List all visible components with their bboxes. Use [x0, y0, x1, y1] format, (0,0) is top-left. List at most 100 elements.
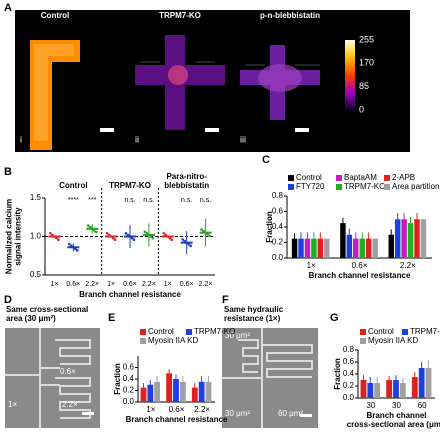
- y-tick-label: 0.6: [123, 363, 135, 372]
- legend-label: Myosin IIA KD: [368, 336, 418, 345]
- image-title: Same hydraulic: [224, 305, 284, 314]
- x-tick-label: 60: [418, 401, 427, 410]
- x-tick-label: 2.2×: [199, 281, 213, 288]
- image-title: TRPM7-KO: [159, 11, 201, 20]
- point: [143, 230, 147, 234]
- image-label: 1×: [8, 400, 17, 409]
- x-tick-label: 1×: [146, 405, 155, 414]
- x-tick-label: 0.6×: [180, 281, 194, 288]
- point: [151, 236, 155, 240]
- bar: [179, 381, 186, 402]
- bar: [407, 223, 414, 258]
- legend-label: TRPM7-KO: [194, 327, 235, 336]
- panel-label: D: [4, 294, 12, 306]
- colorbar: [345, 40, 355, 110]
- scale-bars: [100, 128, 309, 132]
- y-axis-label: Normalized calcium: [5, 199, 14, 274]
- bar: [401, 219, 407, 258]
- scale-bar: [82, 412, 94, 415]
- point: [162, 232, 166, 235]
- cell-blebb-body: [258, 64, 302, 92]
- legend-swatch: [288, 184, 294, 190]
- bar: [367, 383, 374, 398]
- point: [57, 238, 60, 241]
- point: [68, 242, 71, 246]
- bar: [360, 380, 367, 398]
- image-label: 30 μm²: [225, 409, 250, 418]
- group-label: blebbistatin: [164, 181, 209, 190]
- bar: [359, 238, 365, 258]
- x-tick-label: 1×: [164, 281, 172, 288]
- point: [189, 244, 192, 248]
- y-tick-label: 0.0: [343, 393, 355, 402]
- panel-label: F: [222, 294, 229, 306]
- y-tick-label: 0.2: [343, 381, 355, 390]
- colorbar-label: 255: [359, 34, 374, 44]
- legend-swatch: [336, 175, 342, 181]
- legend-swatch: [402, 329, 408, 335]
- image-title: p-n-blebbistatin: [260, 11, 320, 20]
- y-tick-label: 0.4: [123, 374, 135, 383]
- bar: [394, 219, 401, 258]
- x-tick-label: 0.6×: [169, 405, 185, 414]
- colorbar-label: 85: [359, 81, 369, 91]
- bar: [365, 238, 372, 258]
- x-tick-label: 0.6×: [352, 261, 368, 270]
- annotation: n.s.: [200, 197, 211, 204]
- bar: [374, 383, 381, 398]
- group-label: TRPM7-KO: [109, 181, 151, 190]
- channels: [5, 328, 91, 428]
- x-axis-label: Branch channel resistance: [309, 271, 411, 280]
- legend-swatch: [140, 329, 146, 335]
- y-tick-label: 0.8: [343, 345, 355, 354]
- x-tick-label: 2.2×: [400, 261, 416, 270]
- x-tick-label: 1×: [50, 281, 58, 288]
- y-tick-label: 0.4: [343, 369, 355, 378]
- y-axis-label: Fraction: [265, 211, 274, 243]
- y-tick-label: 0.6: [272, 207, 284, 216]
- legend-label: BaptaAM: [344, 173, 377, 182]
- image-numeral: i: [20, 134, 22, 144]
- annotation: ***: [88, 197, 96, 204]
- legend-label: Control: [368, 327, 394, 336]
- x-axis-label: Branch channel resistance: [79, 290, 181, 299]
- cell-control-core: [34, 44, 74, 141]
- x-axis-label: Branch channel resistance: [126, 415, 228, 424]
- point: [124, 232, 128, 235]
- bar: [291, 238, 298, 258]
- legend-label: TRPM7-KO: [344, 182, 385, 191]
- x-tick-label: 2.2×: [142, 281, 156, 288]
- bar: [372, 238, 378, 258]
- y-tick-label: 0.4: [272, 222, 284, 231]
- group-label: Para-nitro-: [166, 172, 207, 181]
- bar: [198, 381, 205, 402]
- y-tick-label: 0.2: [272, 238, 284, 247]
- legend-swatch: [360, 329, 366, 335]
- image-numeral: ii: [135, 134, 139, 144]
- point: [200, 228, 203, 231]
- bar: [388, 234, 394, 258]
- y-tick-label: 0.2: [123, 386, 135, 395]
- bar: [420, 219, 427, 258]
- image-title: resistance (1×): [224, 314, 281, 323]
- point: [181, 238, 184, 241]
- panel-label: E: [108, 312, 115, 324]
- bar: [173, 379, 179, 402]
- point: [86, 224, 90, 227]
- panel-label: B: [4, 166, 12, 178]
- bar: [418, 368, 425, 398]
- bar: [304, 238, 311, 258]
- panel-label: C: [262, 154, 270, 166]
- x-tick-label: 0.6×: [66, 281, 80, 288]
- point: [94, 230, 98, 234]
- y-axis-label: Fraction: [333, 358, 342, 390]
- bar: [317, 238, 324, 258]
- bar: [386, 380, 393, 398]
- legend-swatch: [140, 338, 146, 344]
- scale-bar: [300, 414, 312, 417]
- legend-swatch: [384, 175, 390, 181]
- bar: [147, 384, 154, 402]
- legend-label: Myosin IIA KD: [148, 336, 198, 345]
- x-tick-label: 2.2×: [194, 405, 210, 414]
- panel-label: A: [4, 2, 12, 14]
